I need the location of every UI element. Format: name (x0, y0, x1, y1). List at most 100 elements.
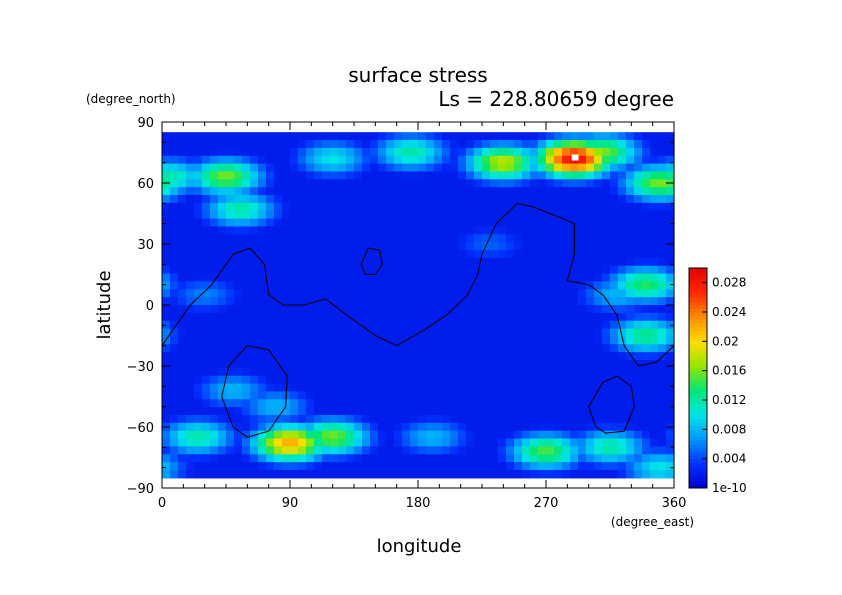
heatmap-cell (314, 132, 323, 141)
heatmap-cell (298, 155, 307, 165)
heatmap-cell (242, 195, 251, 204)
heatmap-cell (386, 155, 395, 165)
heatmap-cell (530, 399, 539, 408)
heatmap-cell (338, 344, 347, 353)
heatmap-cell (266, 147, 275, 157)
heatmap-cell (602, 179, 611, 188)
heatmap-cell (538, 147, 547, 157)
heatmap-cell (322, 430, 331, 440)
heatmap-cell (186, 140, 195, 149)
heatmap-cell (562, 163, 571, 173)
heatmap-cell (346, 367, 355, 377)
heatmap-cell (354, 234, 363, 243)
heatmap-cell (170, 454, 179, 463)
heatmap-cell (202, 414, 211, 424)
heatmap-cell (514, 147, 523, 157)
heatmap-cell (482, 289, 491, 298)
heatmap-cell (330, 179, 339, 188)
heatmap-cell (282, 265, 291, 275)
heatmap-cell (354, 414, 363, 424)
colorbar-band (689, 315, 707, 320)
heatmap-cell (330, 281, 339, 290)
heatmap-cell (554, 179, 563, 188)
heatmap-cell (466, 273, 475, 283)
heatmap-cell (594, 195, 603, 204)
heatmap-cell (170, 344, 179, 353)
heatmap-cell (378, 336, 387, 345)
heatmap-cell (226, 391, 235, 400)
heatmap-cell (186, 273, 195, 283)
heatmap-cell (482, 257, 491, 267)
heatmap-cell (562, 210, 571, 220)
heatmap-cell (290, 218, 299, 228)
heatmap-cell (610, 250, 619, 259)
heatmap-cell (482, 336, 491, 345)
heatmap-cell (642, 281, 651, 290)
heatmap-cell (338, 352, 347, 361)
heatmap-cell (170, 336, 179, 345)
heatmap-cell (498, 218, 507, 228)
heatmap-cell (442, 305, 451, 314)
heatmap-cell (594, 273, 603, 283)
heatmap-cell (482, 171, 491, 180)
heatmap-cell (514, 257, 523, 267)
heatmap-cell (514, 344, 523, 353)
heatmap-cell (482, 320, 491, 330)
heatmap-cell (426, 281, 435, 290)
heatmap-cell (450, 352, 459, 361)
heatmap-cell (658, 187, 667, 196)
heatmap-cell (250, 226, 259, 235)
heatmap-cell (186, 265, 195, 275)
heatmap-cell (578, 305, 587, 314)
heatmap-cell (626, 422, 635, 432)
heatmap-cell (578, 250, 587, 259)
heatmap-cell (242, 281, 251, 290)
heatmap-cell (610, 242, 619, 251)
heatmap-cell (482, 155, 491, 165)
heatmap-cell (618, 273, 627, 283)
heatmap-cell (266, 179, 275, 188)
heatmap-cell (386, 344, 395, 353)
heatmap-cell (490, 179, 499, 188)
heatmap-cell (498, 414, 507, 424)
heatmap-cell (426, 336, 435, 345)
heatmap-cell (410, 234, 419, 243)
heatmap-cell (466, 234, 475, 243)
heatmap-cell (562, 438, 571, 448)
heatmap-cell (530, 305, 539, 314)
heatmap-cell (410, 242, 419, 251)
heatmap-cell (538, 454, 547, 463)
heatmap-cell (586, 328, 595, 338)
heatmap-cell (650, 383, 659, 393)
heatmap-cell (250, 234, 259, 243)
heatmap-cell (610, 328, 619, 338)
heatmap-cell (162, 469, 171, 479)
heatmap-cell (650, 469, 659, 479)
heatmap-cell (170, 391, 179, 400)
heatmap-cell (386, 367, 395, 377)
heatmap-cell (178, 352, 187, 361)
heatmap-cell (250, 462, 259, 471)
heatmap-cell (282, 407, 291, 416)
heatmap-cell (290, 352, 299, 361)
heatmap-cell (578, 195, 587, 204)
heatmap-cell (378, 273, 387, 283)
heatmap-cell (434, 305, 443, 314)
heatmap-cell (274, 187, 283, 196)
heatmap-cell (418, 414, 427, 424)
heatmap-cell (442, 367, 451, 377)
heatmap-cell (338, 273, 347, 283)
heatmap-cell (218, 273, 227, 283)
heatmap-cell (274, 155, 283, 165)
heatmap-cell (322, 289, 331, 298)
heatmap-cell (410, 469, 419, 479)
heatmap-cell (386, 289, 395, 298)
heatmap-cell (466, 469, 475, 479)
heatmap-cell (274, 375, 283, 385)
heatmap-cell (466, 383, 475, 393)
heatmap-cell (426, 297, 435, 306)
heatmap-cell (442, 422, 451, 432)
heatmap-cell (234, 257, 243, 267)
heatmap-cell (346, 344, 355, 353)
heatmap-cell (610, 187, 619, 196)
